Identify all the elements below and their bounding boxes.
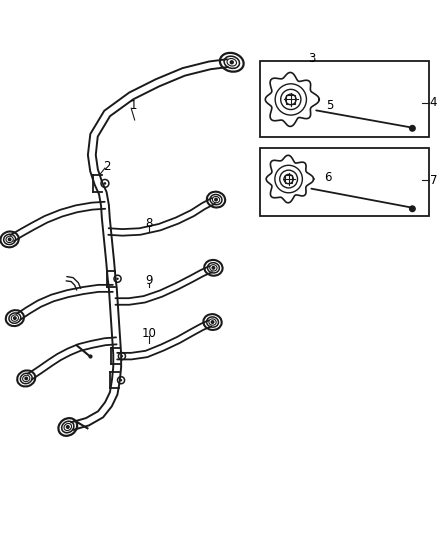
Circle shape <box>121 355 123 357</box>
Circle shape <box>117 278 119 280</box>
Text: 7: 7 <box>430 174 437 187</box>
Bar <box>286 95 295 104</box>
Bar <box>260 148 428 216</box>
Circle shape <box>230 61 233 64</box>
Text: 1: 1 <box>130 99 137 112</box>
Circle shape <box>409 205 416 212</box>
Circle shape <box>104 182 106 185</box>
Circle shape <box>8 238 11 240</box>
Text: 9: 9 <box>145 274 152 287</box>
Text: 3: 3 <box>308 52 316 65</box>
Circle shape <box>120 379 122 382</box>
Text: 5: 5 <box>326 99 334 112</box>
Text: 4: 4 <box>430 96 437 109</box>
Circle shape <box>211 321 214 324</box>
Text: 2: 2 <box>103 160 111 173</box>
Bar <box>285 175 293 183</box>
Circle shape <box>14 317 16 319</box>
Circle shape <box>67 426 69 429</box>
Text: 10: 10 <box>141 327 156 340</box>
Bar <box>260 61 428 138</box>
Circle shape <box>25 377 28 379</box>
Text: 6: 6 <box>324 171 332 184</box>
Circle shape <box>215 198 217 201</box>
Circle shape <box>409 125 416 132</box>
Text: 8: 8 <box>145 217 152 230</box>
Circle shape <box>212 266 215 269</box>
